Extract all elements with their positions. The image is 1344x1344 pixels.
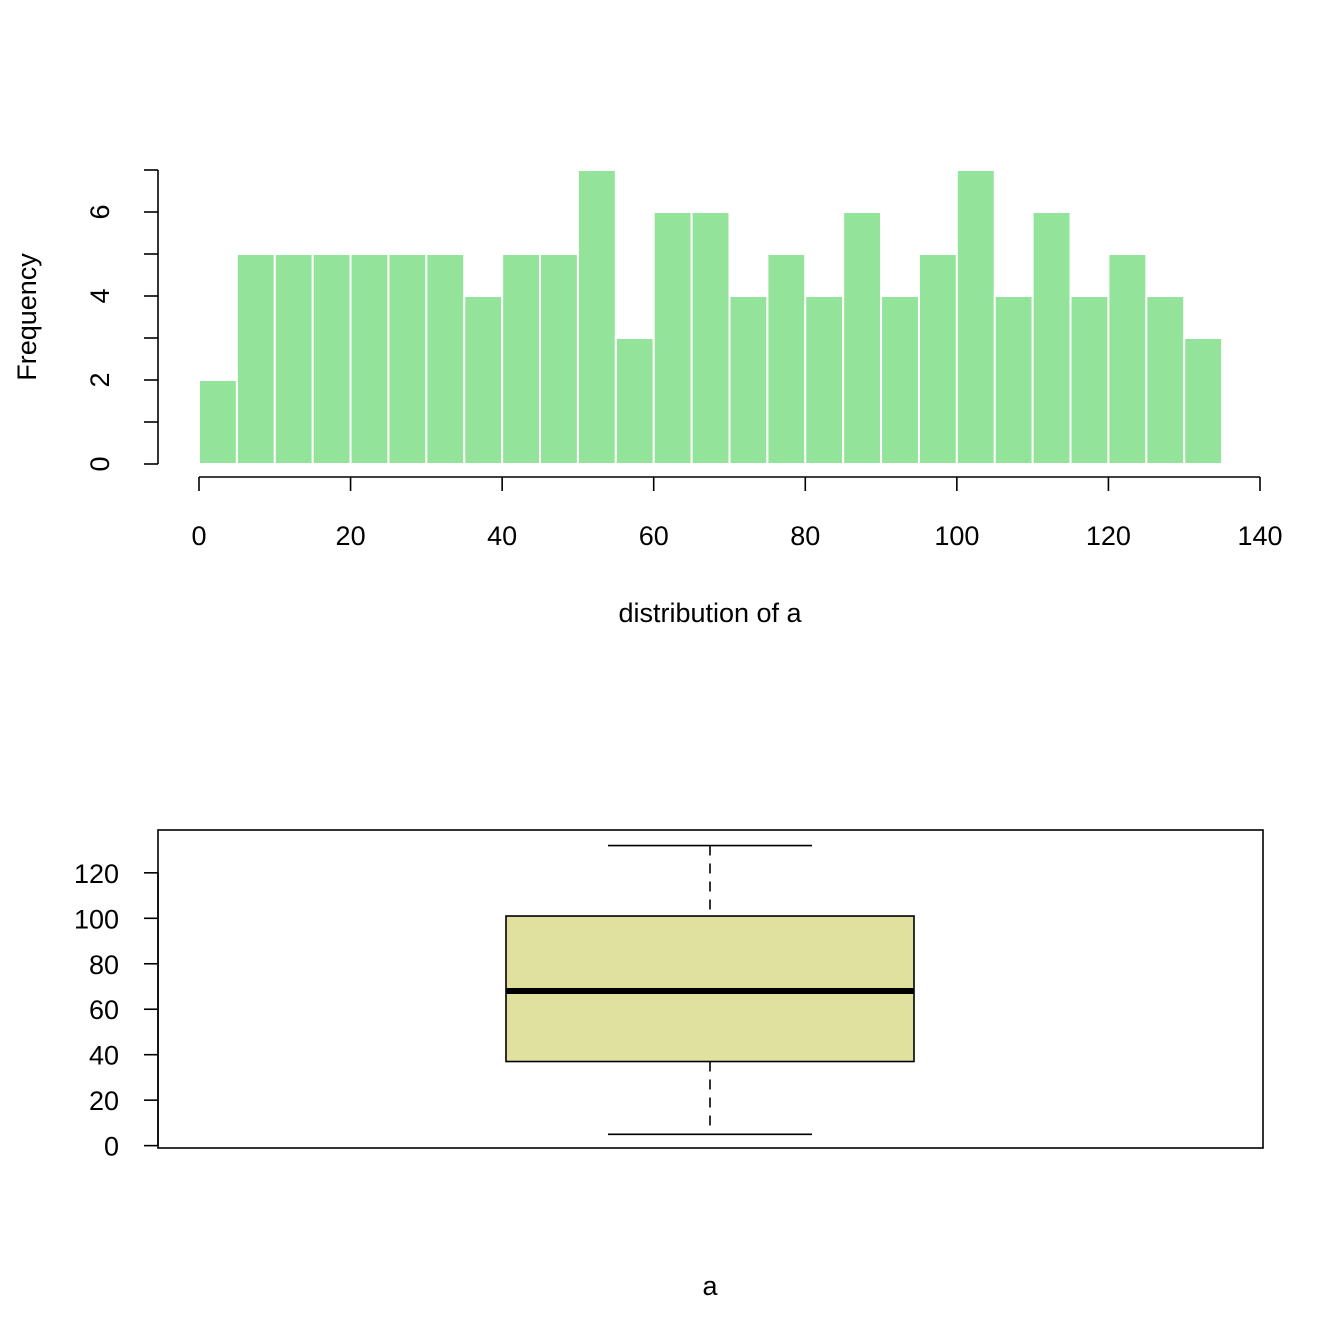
histogram-x-tick-label: 20 (336, 521, 366, 551)
histogram-x-tick-label: 100 (934, 521, 979, 551)
histogram-y-tick-label: 6 (85, 204, 115, 219)
histogram-bar (842, 211, 883, 465)
boxplot-y-tick-label: 0 (104, 1132, 119, 1162)
histogram-bar (766, 253, 807, 465)
histogram-bar (1031, 211, 1072, 465)
boxplot-y-tick-label: 80 (89, 950, 119, 980)
histogram-bar (1069, 295, 1110, 465)
histogram-y-axis: 0 2 4 6 (85, 169, 159, 472)
histogram-bar (311, 253, 352, 465)
histogram-bar (652, 211, 693, 465)
histogram-bar (463, 295, 504, 465)
histogram-y-axis-title: Frequency (12, 253, 42, 381)
boxplot-y-tick-label: 120 (74, 859, 119, 889)
histogram-y-tick-label: 0 (85, 456, 115, 471)
histogram-x-tick-label: 120 (1086, 521, 1131, 551)
histogram-bar (1145, 295, 1186, 465)
boxplot-marks (505, 844, 915, 1136)
boxplot-y-tick-label: 100 (74, 904, 119, 934)
histogram-y-tick-label: 2 (85, 372, 115, 387)
histogram-y-tick-label: 4 (85, 288, 115, 303)
histogram-bar (576, 169, 617, 465)
histogram-x-tick-label: 40 (487, 521, 517, 551)
histogram-bar (1183, 337, 1224, 465)
histogram-bar (349, 253, 390, 465)
boxplot-x-axis-title: a (702, 1271, 718, 1301)
histogram-bar (235, 253, 276, 465)
histogram-x-tick-label: 0 (191, 521, 206, 551)
histogram-panel: 0 20 40 60 80 100 120 140 0 2 4 6 distribution of … (12, 169, 1283, 628)
histogram-bar (993, 295, 1034, 465)
histogram-bar (614, 337, 655, 465)
histogram-bar (539, 253, 579, 465)
boxplot-y-axis: 0 20 40 60 80 100 120 (74, 859, 159, 1162)
histogram-x-tick-label: 140 (1237, 521, 1282, 551)
histogram-x-tick-label: 60 (639, 521, 669, 551)
histogram-bar (198, 379, 238, 465)
histogram-bar (917, 253, 958, 465)
histogram-x-tick-label: 80 (790, 521, 820, 551)
histogram-bar (728, 295, 769, 465)
histogram-x-axis-title: distribution of a (618, 598, 802, 628)
boxplot-y-tick-label: 60 (89, 995, 119, 1025)
histogram-x-axis: 0 20 40 60 80 100 120 140 (191, 476, 1283, 551)
histogram-bar (1107, 253, 1148, 465)
histogram-bar (387, 253, 428, 465)
histogram-bar (955, 169, 996, 465)
histogram-bar (690, 211, 731, 465)
histogram-bar (880, 295, 920, 465)
histogram-bar (501, 253, 542, 465)
histogram-bar (273, 253, 314, 465)
boxplot-y-tick-label: 40 (89, 1041, 119, 1071)
histogram-bar (804, 295, 845, 465)
histogram-bars (198, 169, 1224, 465)
boxplot-panel: 0 20 40 60 80 100 120 a (74, 829, 1264, 1301)
boxplot-y-tick-label: 20 (89, 1086, 119, 1116)
histogram-bar (425, 253, 466, 465)
